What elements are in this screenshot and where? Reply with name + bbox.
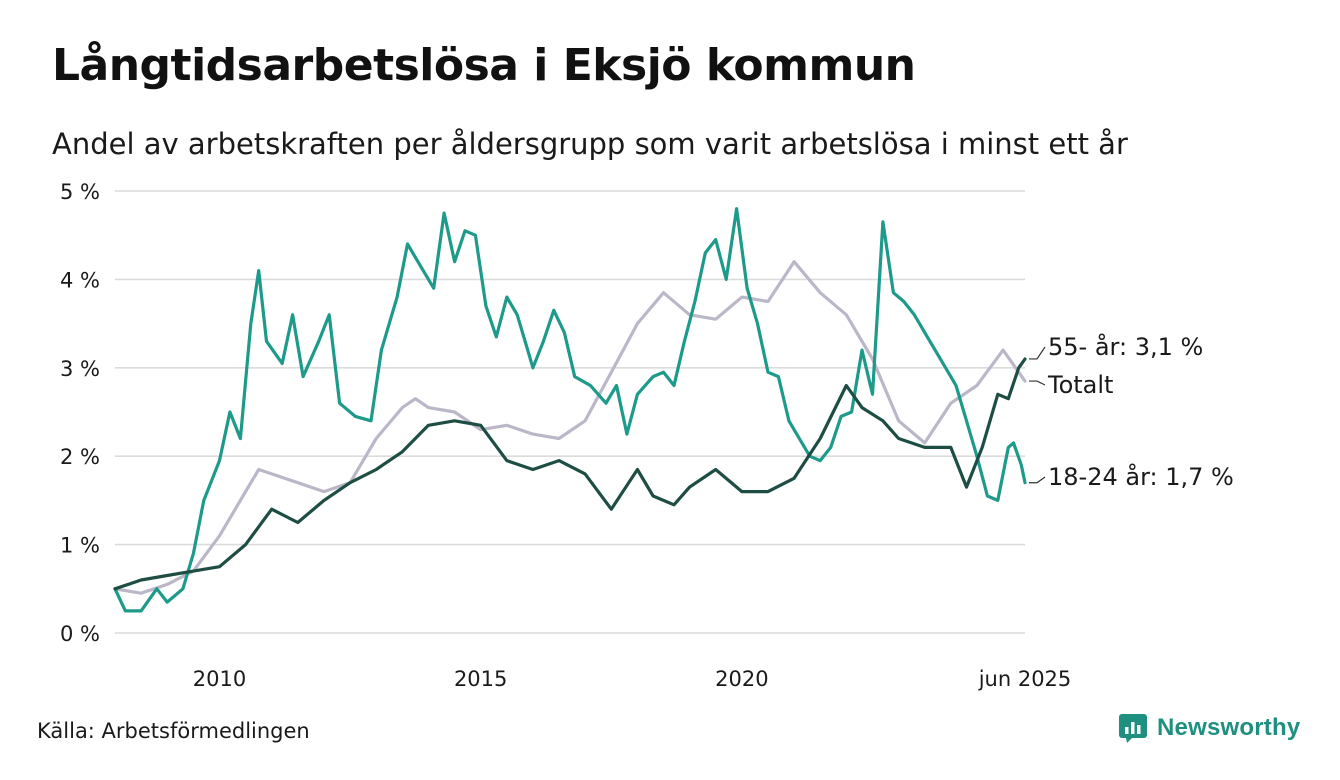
series-end-label: 55- år: 3,1 %	[1048, 332, 1203, 361]
series-line-55-r	[113, 357, 1027, 591]
x-tick-label: jun 2025	[978, 667, 1072, 691]
label-connector	[1029, 346, 1046, 360]
line-chart: 0 %1 %2 %3 %4 %5 % 2010 2015 2020 jun 2025 …	[60, 180, 1234, 691]
label-connector	[1029, 380, 1046, 386]
x-tick-label: 2015	[454, 667, 507, 691]
source-note: Källa: Arbetsförmedlingen	[37, 719, 310, 743]
chart-title: Långtidsarbetslösa i Eksjö kommun	[52, 40, 916, 91]
series-lines	[113, 207, 1027, 613]
y-tick-label: 5 %	[60, 180, 100, 204]
y-tick-label: 2 %	[60, 445, 100, 469]
series-end-label: Totalt	[1047, 371, 1113, 399]
label-connector	[1029, 476, 1046, 484]
chart-subtitle: Andel av arbetskraften per åldersgrupp s…	[52, 127, 1128, 161]
brand-logo: Newsworthy	[1118, 713, 1300, 743]
y-tick-label: 0 %	[60, 622, 100, 646]
series-end-label: 18-24 år: 1,7 %	[1048, 462, 1234, 491]
series-line-totalt	[113, 260, 1027, 595]
y-tick-label: 3 %	[60, 357, 100, 381]
series-end-labels: 55- år: 3,1 % Totalt 18-24 år: 1,7 %	[1029, 332, 1234, 491]
x-tick-label: 2010	[193, 667, 246, 691]
series-line-18-24-r	[113, 207, 1027, 613]
y-axis-ticks: 0 % 1 % 2 % 3 % 4 % 5 %	[60, 180, 100, 646]
x-axis-ticks: 2010 2015 2020 jun 2025	[193, 667, 1072, 691]
x-tick-label: 2020	[715, 667, 768, 691]
brand-name: Newsworthy	[1157, 714, 1301, 741]
y-tick-label: 4 %	[60, 268, 100, 292]
y-tick-label: 1 %	[60, 534, 100, 558]
newsworthy-logo-icon	[1119, 714, 1147, 743]
